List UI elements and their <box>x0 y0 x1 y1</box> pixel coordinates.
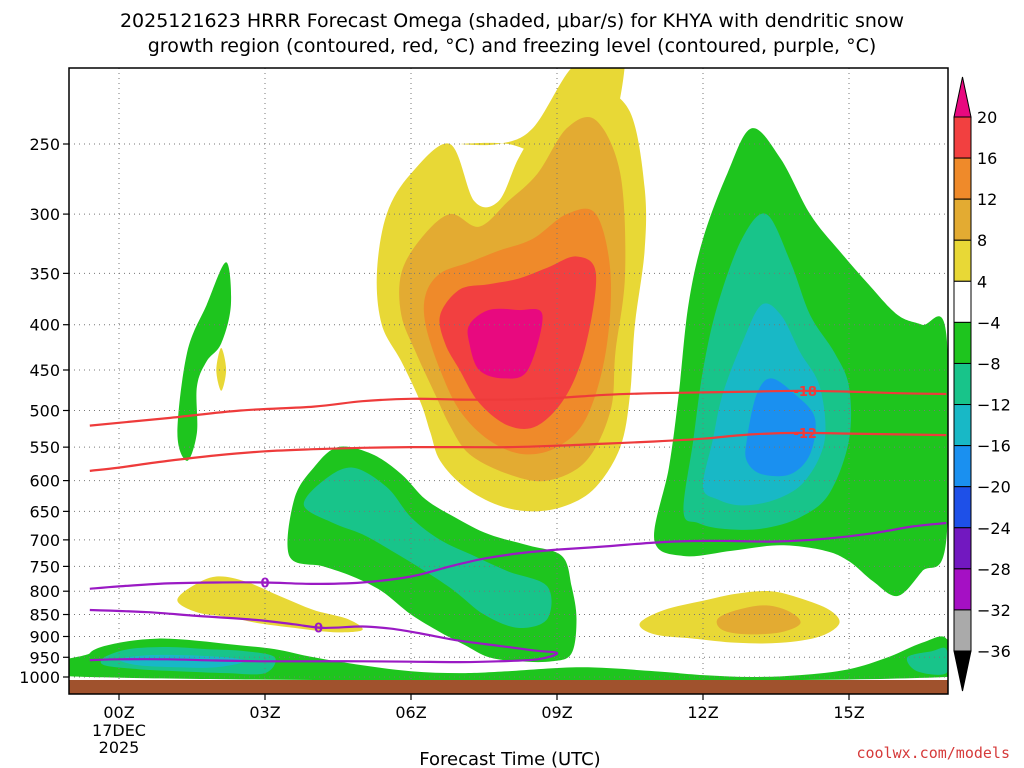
colorbar-label-13: −36 <box>977 642 1011 661</box>
colorbar-segment-9 <box>953 486 972 529</box>
y-tick-label-450: 450 <box>29 361 60 380</box>
colorbar-segment-1 <box>953 157 972 200</box>
x-date-line-1: 2025 <box>99 738 140 757</box>
y-tick-label-600: 600 <box>29 472 60 491</box>
y-tick-label-750: 750 <box>29 557 60 576</box>
colorbar-bottom-arrow <box>953 650 972 692</box>
colorbar-label-0: 20 <box>977 108 997 127</box>
omega-region-6 <box>177 262 232 461</box>
colorbar-label-11: −28 <box>977 560 1011 579</box>
colorbar-label-7: −12 <box>977 396 1011 415</box>
omega-region-12 <box>906 647 948 675</box>
freezing-label-0: 0 <box>260 576 269 591</box>
y-tick-label-800: 800 <box>29 582 60 601</box>
y-tick-label-650: 650 <box>29 502 60 521</box>
y-tick-label-550: 550 <box>29 438 60 457</box>
colorbar-segment-11 <box>953 568 972 611</box>
dgz-contour-1 <box>89 431 947 472</box>
x-tick-label-12Z: 12Z <box>687 703 718 722</box>
colorbar-label-1: 16 <box>977 149 997 168</box>
freezing-contour-0 <box>89 521 947 590</box>
plot-frame <box>68 67 949 695</box>
omega-shading <box>69 68 948 680</box>
colorbar-label-2: 12 <box>977 190 997 209</box>
colorbar-segment-0 <box>953 116 972 159</box>
y-tick-label-1000: 1000 <box>19 668 60 687</box>
x-axis-label: Forecast Time (UTC) <box>419 749 600 768</box>
colorbar-top-arrow <box>953 76 972 118</box>
y-tick-label-350: 350 <box>29 264 60 283</box>
dgz-contour-0 <box>89 389 947 427</box>
colorbar-segment-5 <box>953 321 972 364</box>
y-tick-label-950: 950 <box>29 648 60 667</box>
colorbar-segment-3 <box>953 239 972 282</box>
colorbar-label-10: −24 <box>977 519 1011 538</box>
dgz-label-1: -12 <box>793 427 817 442</box>
x-date-line-0: 17DEC <box>92 721 146 740</box>
x-tick-label-06Z: 06Z <box>395 703 426 722</box>
colorbar-label-12: −32 <box>977 601 1011 620</box>
colorbar-label-8: −16 <box>977 437 1011 456</box>
colorbar-segment-4 <box>953 280 972 323</box>
x-tick-label-03Z: 03Z <box>249 703 280 722</box>
omega-region-8 <box>69 636 948 680</box>
x-tick-label-09Z: 09Z <box>541 703 572 722</box>
contour-lines: -18 -12 0 0 <box>89 385 947 664</box>
colorbar-segment-2 <box>953 198 972 241</box>
omega-region-17 <box>177 576 363 633</box>
ground-bar <box>69 680 948 694</box>
y-tick-label-400: 400 <box>29 316 60 335</box>
y-tick-label-850: 850 <box>29 606 60 625</box>
colorbar-label-5: −4 <box>977 313 1001 332</box>
gridlines <box>69 68 948 680</box>
y-tick-label-900: 900 <box>29 627 60 646</box>
omega-region-5 <box>467 308 543 379</box>
x-tick-label-00Z: 00Z <box>103 703 134 722</box>
colorbar-segment-6 <box>953 362 972 406</box>
y-axis: 250 300 350 400 450 500 550 600 650 700 750 800 850 9… <box>19 135 69 687</box>
y-tick-label-300: 300 <box>29 205 60 224</box>
omega-region-16 <box>745 378 816 477</box>
colorbar-segment-12 <box>953 609 972 652</box>
y-tick-label-250: 250 <box>29 135 60 154</box>
colorbar-segment-8 <box>953 445 972 488</box>
dgz-label-0: -18 <box>793 385 817 400</box>
colorbar-segment-10 <box>953 527 972 570</box>
colorbar-label-3: 8 <box>977 231 987 250</box>
colorbar-label-9: −20 <box>977 478 1011 497</box>
colorbar-label-6: −8 <box>977 354 1001 373</box>
chart-title-line-2: growth region (contoured, red, °C) and f… <box>147 35 877 57</box>
y-tick-label-500: 500 <box>29 402 60 421</box>
omega-region-18 <box>216 348 227 391</box>
x-tick-label-15Z: 15Z <box>833 703 864 722</box>
freezing-label-1: 0 <box>314 621 323 636</box>
credit-link[interactable]: coolwx.com/models <box>856 744 1010 762</box>
omega-region-10 <box>303 467 552 629</box>
omega-region-20 <box>716 605 801 635</box>
freezing-contour-1 <box>89 608 559 664</box>
y-tick-label-700: 700 <box>29 531 60 550</box>
colorbar: 20 16 12 8 4 −4 −8 −12 −16 −20 −24 −28 −32 −36 <box>953 76 1011 692</box>
chart-title-line-1: 2025121623 HRRR Forecast Omega (shaded, … <box>119 10 905 32</box>
colorbar-segment-7 <box>953 404 972 447</box>
colorbar-label-4: 4 <box>977 272 987 291</box>
